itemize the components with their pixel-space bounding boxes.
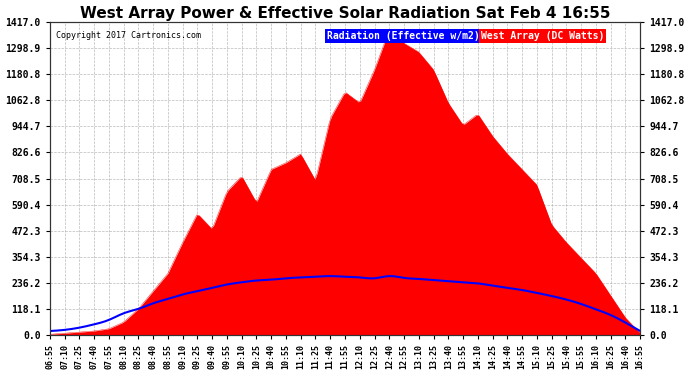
Title: West Array Power & Effective Solar Radiation Sat Feb 4 16:55: West Array Power & Effective Solar Radia… (80, 6, 610, 21)
Text: West Array (DC Watts): West Array (DC Watts) (481, 31, 604, 41)
Text: Radiation (Effective w/m2): Radiation (Effective w/m2) (327, 31, 480, 41)
Text: Copyright 2017 Cartronics.com: Copyright 2017 Cartronics.com (56, 31, 201, 40)
